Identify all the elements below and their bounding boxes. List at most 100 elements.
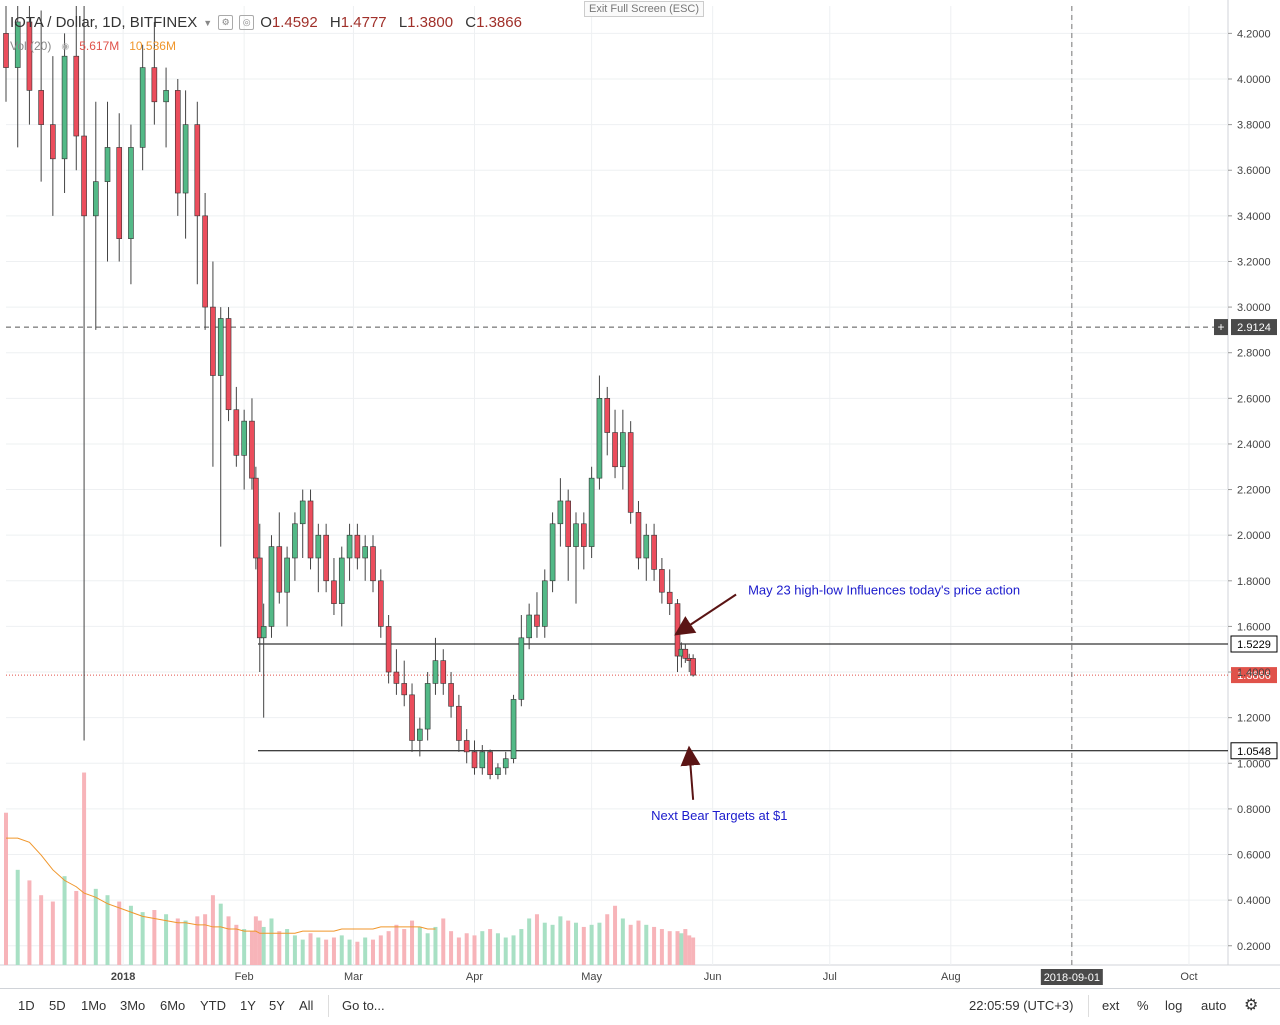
candle-body xyxy=(409,694,415,741)
candle-body xyxy=(362,546,368,559)
candle-body xyxy=(276,546,283,593)
y-tick-label: 1.8000 xyxy=(1237,576,1271,588)
volume-bar xyxy=(195,916,200,965)
level-label: 1.3866 xyxy=(1237,670,1271,682)
eye-icon[interactable]: ◉ xyxy=(61,40,70,51)
y-tick-label: 3.6000 xyxy=(1237,165,1271,177)
price-axis: 4.2000 4.0000 3.8000 3.6000 3.4000 3.2000 3.00… xyxy=(1228,28,1271,953)
candle-body xyxy=(479,751,486,769)
price-chart[interactable]: +2.9124 1.5229 1.3866 1.0548 May 23 high-lo… xyxy=(0,0,1280,988)
candle-body xyxy=(14,21,21,68)
volume-bar xyxy=(82,772,87,965)
x-tick-label: Mar xyxy=(344,971,363,983)
symbol-dropdown-icon[interactable]: ▼ xyxy=(203,17,213,28)
x-tick-label: Jun xyxy=(704,971,722,983)
candle-body xyxy=(241,420,247,456)
range-5y[interactable]: 5Y xyxy=(269,998,285,1013)
range-6mo[interactable]: 6Mo xyxy=(160,998,186,1013)
volume-bar xyxy=(667,931,672,965)
symbol-title[interactable]: IOTA / Dollar, 1D, BITFINEX xyxy=(10,14,198,31)
volume-bar xyxy=(691,937,696,965)
candle-body xyxy=(50,124,56,160)
range-1d[interactable]: 1D xyxy=(18,998,35,1013)
candle-body xyxy=(385,626,392,673)
candle-body xyxy=(549,523,556,582)
candle-body xyxy=(620,432,626,468)
range-ytd[interactable]: YTD xyxy=(200,998,226,1013)
volume-bar xyxy=(597,922,602,965)
candle-body xyxy=(299,500,306,525)
volume-bar xyxy=(203,914,208,965)
candle-body xyxy=(526,614,532,639)
x-tick-label: May xyxy=(581,971,602,983)
divider xyxy=(328,995,329,1017)
volume-bar xyxy=(308,933,313,965)
volume-bar xyxy=(331,937,336,965)
candle-body xyxy=(596,398,603,479)
volume-bar xyxy=(183,920,188,965)
volume-label[interactable]: Vol (20) xyxy=(10,39,52,53)
symbol-legend: IOTA / Dollar, 1D, BITFINEX ▼ ⚙ ◎ O1.459… xyxy=(10,14,530,31)
volume-bar xyxy=(386,931,391,965)
level-label: 2.9124 xyxy=(1237,322,1271,334)
volume-bar xyxy=(679,933,684,965)
volume-pane xyxy=(4,772,696,965)
x-tick-label: Oct xyxy=(1180,971,1197,983)
volume-bar xyxy=(425,933,430,965)
open-value: 1.4592 xyxy=(271,14,318,31)
volume-bar xyxy=(613,905,618,965)
candle-body xyxy=(315,534,322,559)
volume-bar xyxy=(210,895,215,965)
high-value: 1.4777 xyxy=(340,14,387,31)
volume-bar xyxy=(527,918,532,965)
range-3mo[interactable]: 3Mo xyxy=(120,998,146,1013)
percent-toggle[interactable]: % xyxy=(1137,998,1149,1013)
volume-bar xyxy=(140,912,145,965)
candle-body xyxy=(534,614,540,627)
clock-timezone[interactable]: 22:05:59 (UTC+3) xyxy=(969,998,1074,1013)
candle-body xyxy=(346,534,353,559)
volume-bar xyxy=(605,914,610,965)
range-1y[interactable]: 1Y xyxy=(240,998,256,1013)
candle-body xyxy=(73,55,80,137)
candle-body xyxy=(432,660,439,684)
y-tick-label: 0.4000 xyxy=(1237,895,1271,907)
divider xyxy=(1088,995,1089,1017)
volume-bar xyxy=(620,918,625,965)
settings-icon[interactable]: ⚙ xyxy=(218,15,234,30)
goto-button[interactable]: Go to... xyxy=(342,998,385,1013)
candle-body xyxy=(588,477,595,547)
volume-bar xyxy=(128,905,133,965)
y-tick-label: 1.4000 xyxy=(1237,667,1271,679)
candle-body xyxy=(666,591,673,604)
candle-body xyxy=(471,751,478,769)
level-badge xyxy=(1231,319,1277,336)
volume-ma-line xyxy=(6,837,436,934)
candle-body xyxy=(573,523,579,547)
volume-bar xyxy=(456,937,461,965)
candle-body xyxy=(487,751,493,775)
x-tick-label: Apr xyxy=(466,971,483,983)
candle-body xyxy=(604,398,611,433)
candle-body xyxy=(690,658,696,676)
exit-fullscreen-button[interactable]: Exit Full Screen (ESC) xyxy=(584,1,705,17)
range-1mo[interactable]: 1Mo xyxy=(81,998,107,1013)
ext-toggle[interactable]: ext xyxy=(1102,998,1120,1013)
range-5d[interactable]: 5D xyxy=(49,998,66,1013)
auto-toggle[interactable]: auto xyxy=(1201,998,1227,1013)
volume-bar xyxy=(226,916,231,965)
range-all[interactable]: All xyxy=(299,998,314,1013)
y-tick-label: 2.8000 xyxy=(1237,348,1271,360)
settings-gear-icon[interactable]: ⚙ xyxy=(1244,997,1259,1014)
volume-bar xyxy=(574,922,579,965)
volume-bar xyxy=(292,935,297,965)
candle-body xyxy=(151,67,158,103)
candle-body xyxy=(370,546,376,582)
volume-bar xyxy=(644,924,649,965)
candle-body xyxy=(659,569,665,593)
volume-bar xyxy=(675,931,680,965)
log-toggle[interactable]: log xyxy=(1165,998,1183,1013)
candle-body xyxy=(510,699,517,760)
volume-bar xyxy=(277,931,282,965)
gear-icon[interactable]: ◎ xyxy=(239,15,255,30)
